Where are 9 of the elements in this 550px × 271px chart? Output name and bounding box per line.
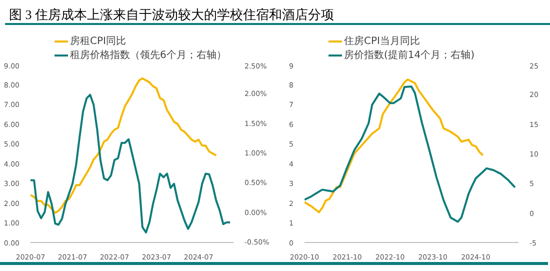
line-series xyxy=(30,94,232,234)
legend-label: 房价指数(提前14个月；右轴) xyxy=(344,48,475,62)
line-series xyxy=(30,77,218,214)
line-series xyxy=(304,85,516,223)
chart-title: 图 3 住房成本上涨来自于波动较大的学校住宿和酒店分项 xyxy=(9,6,334,24)
legend-label: 房租CPI同比 xyxy=(70,34,126,48)
line-series xyxy=(304,78,484,214)
legend-label: 租房价格指数（领先6个月；右轴） xyxy=(70,48,226,62)
legend-label: 住房CPI当月同比 xyxy=(344,34,420,48)
